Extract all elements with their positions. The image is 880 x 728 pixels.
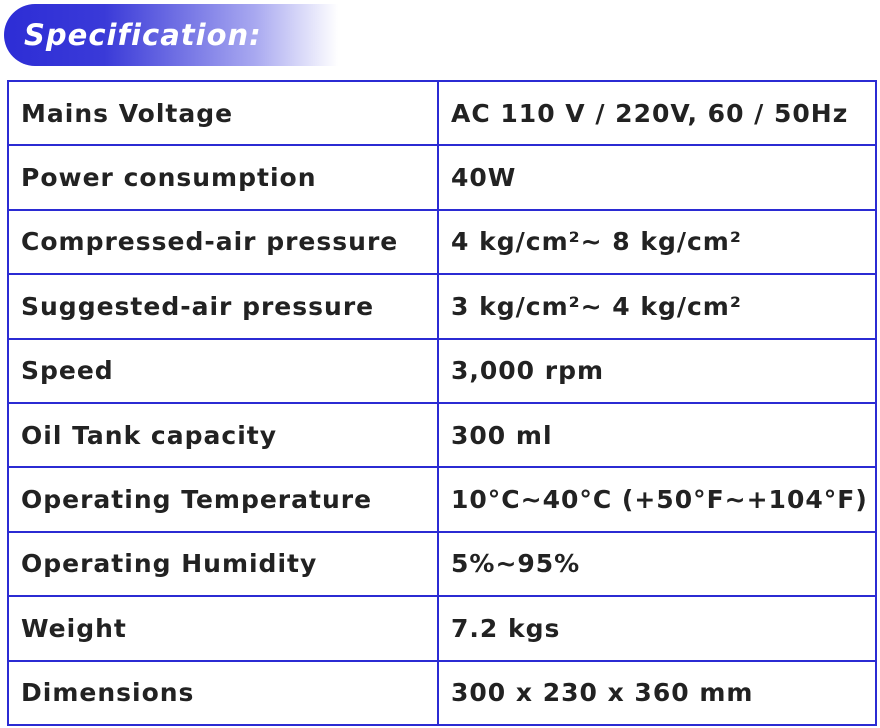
section-title: Specification: [4,4,338,66]
spec-row: Dimensions 300 x 230 x 360 mm [7,659,877,727]
spec-value: 10°C~40°C (+50°F~+104°F) [437,466,877,533]
spec-value: AC 110 V / 220V, 60 / 50Hz [437,79,877,147]
spec-value: 5%~95% [437,530,877,598]
spec-label: Weight [7,595,439,662]
spec-value: 3,000 rpm [437,337,877,404]
spec-label: Power consumption [7,144,439,211]
spec-row: Operating Temperature 10°C~40°C (+50°F~+1… [7,466,877,533]
spec-value: 3 kg/cm²~ 4 kg/cm² [437,273,877,340]
spec-row: Power consumption 40W [7,144,877,211]
spec-row: Weight 7.2 kgs [7,595,877,662]
spec-label: Dimensions [7,659,439,727]
spec-table: Mains Voltage AC 110 V / 220V, 60 / 50Hz P… [7,79,877,727]
spec-row: Oil Tank capacity 300 ml [7,401,877,469]
spec-value: 300 x 230 x 360 mm [437,659,877,727]
spec-row: Mains Voltage AC 110 V / 220V, 60 / 50Hz [7,79,877,147]
spec-label: Compressed-air pressure [7,208,439,276]
spec-label: Operating Humidity [7,530,439,598]
spec-label: Oil Tank capacity [7,401,439,469]
spec-label: Operating Temperature [7,466,439,533]
spec-row: Speed 3,000 rpm [7,337,877,404]
spec-value: 4 kg/cm²~ 8 kg/cm² [437,208,877,276]
spec-label: Suggested-air pressure [7,273,439,340]
spec-label: Speed [7,337,439,404]
spec-value: 40W [437,144,877,211]
spec-value: 7.2 kgs [437,595,877,662]
spec-row: Compressed-air pressure 4 kg/cm²~ 8 kg/cm… [7,208,877,276]
spec-value: 300 ml [437,401,877,469]
spec-label: Mains Voltage [7,79,439,147]
spec-row: Suggested-air pressure 3 kg/cm²~ 4 kg/cm² [7,273,877,340]
spec-row: Operating Humidity 5%~95% [7,530,877,598]
